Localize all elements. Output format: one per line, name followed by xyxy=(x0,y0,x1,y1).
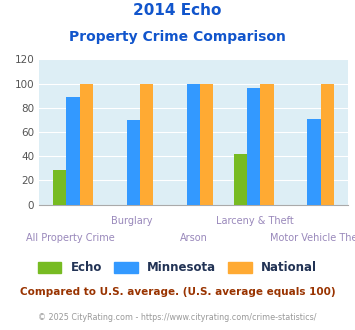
Bar xyxy=(200,83,213,205)
Bar xyxy=(80,83,93,205)
Bar xyxy=(321,83,334,205)
Bar xyxy=(127,120,140,205)
Bar xyxy=(66,97,80,205)
Bar xyxy=(247,88,260,205)
Text: Property Crime Comparison: Property Crime Comparison xyxy=(69,30,286,44)
Bar xyxy=(260,83,274,205)
Bar xyxy=(140,83,153,205)
Bar xyxy=(187,83,200,205)
Text: Motor Vehicle Theft: Motor Vehicle Theft xyxy=(270,233,355,243)
Text: 2014 Echo: 2014 Echo xyxy=(133,3,222,18)
Bar xyxy=(307,119,321,205)
Text: Larceny & Theft: Larceny & Theft xyxy=(216,216,294,226)
Bar xyxy=(234,154,247,205)
Text: Arson: Arson xyxy=(180,233,207,243)
Text: All Property Crime: All Property Crime xyxy=(26,233,114,243)
Text: Compared to U.S. average. (U.S. average equals 100): Compared to U.S. average. (U.S. average … xyxy=(20,287,335,297)
Text: Burglary: Burglary xyxy=(111,216,152,226)
Legend: Echo, Minnesota, National: Echo, Minnesota, National xyxy=(33,257,322,279)
Text: © 2025 CityRating.com - https://www.cityrating.com/crime-statistics/: © 2025 CityRating.com - https://www.city… xyxy=(38,314,317,322)
Bar xyxy=(53,170,66,205)
